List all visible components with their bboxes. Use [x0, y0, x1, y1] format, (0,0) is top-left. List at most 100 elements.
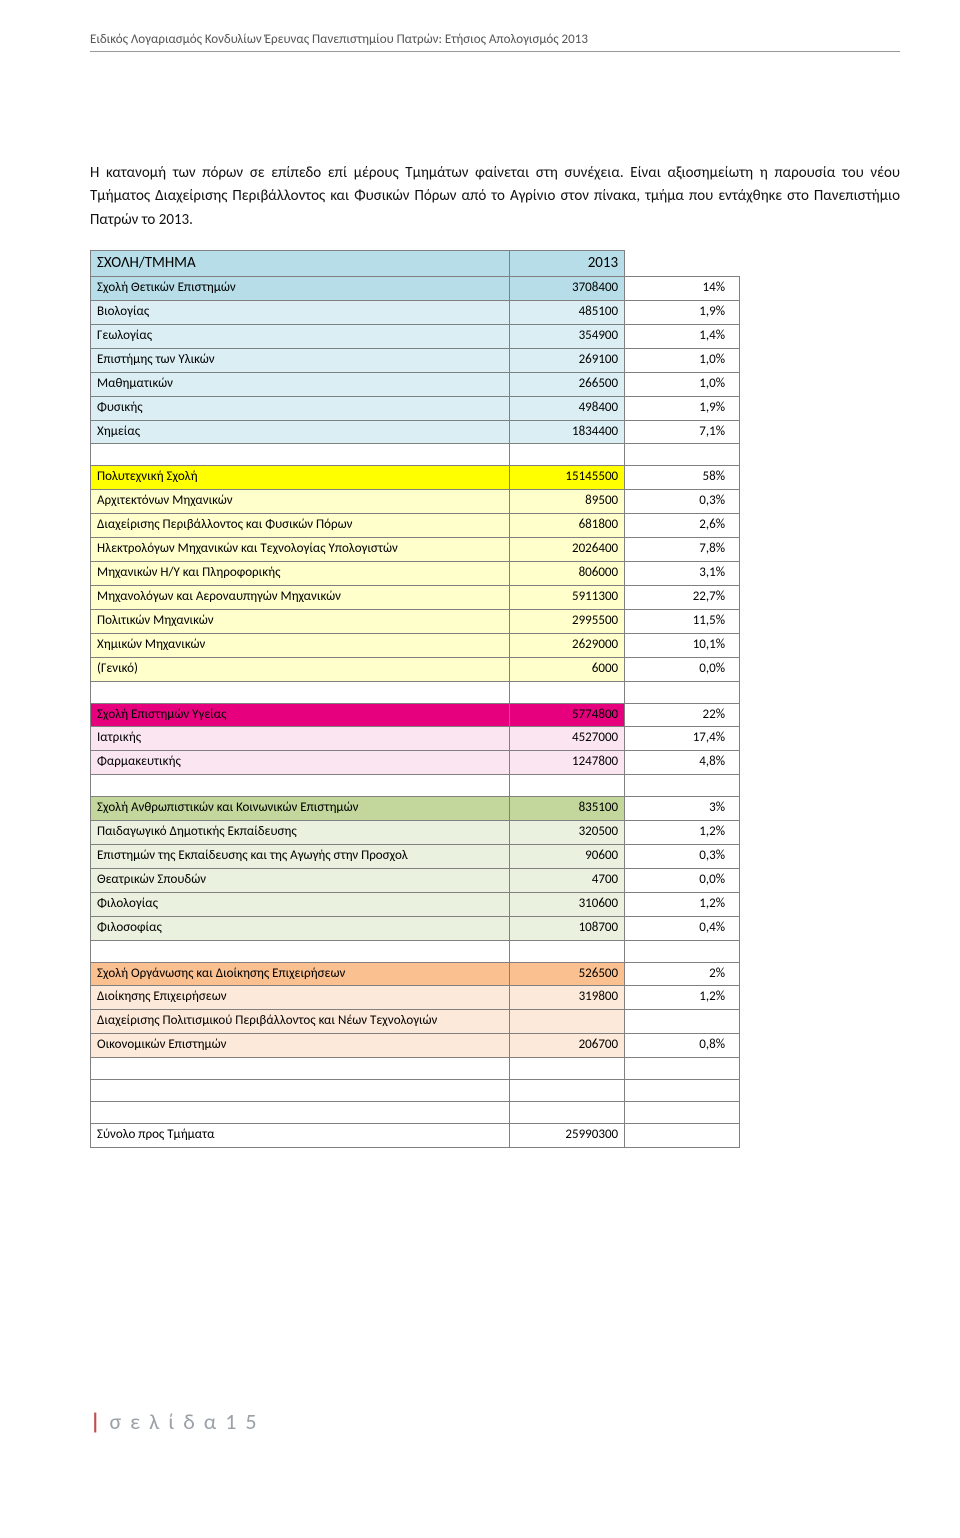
- table-cell: 2%: [625, 962, 740, 986]
- table-cell: 10,1%: [625, 633, 740, 657]
- blank-row: [91, 1058, 740, 1080]
- table-row: Αρχιτεκτόνων Μηχανικών895000,3%: [91, 490, 740, 514]
- table-row: Ιατρικής452700017,4%: [91, 727, 740, 751]
- table-cell: 1,9%: [625, 301, 740, 325]
- table-cell: [91, 940, 510, 962]
- table-cell: 320500: [510, 821, 625, 845]
- table-cell: [510, 444, 625, 466]
- table-cell: [91, 1102, 510, 1124]
- table-cell: Βιολογίας: [91, 301, 510, 325]
- table-cell: [625, 1058, 740, 1080]
- blank-row: [91, 1102, 740, 1124]
- table-row: Διαχείρισης Πολιτισμικού Περιβάλλοντος κ…: [91, 1010, 740, 1034]
- table-cell: Σχολή Ανθρωπιστικών και Κοινωνικών Επιστ…: [91, 797, 510, 821]
- table-cell: 269100: [510, 348, 625, 372]
- table-cell: 90600: [510, 844, 625, 868]
- table-cell: [625, 681, 740, 703]
- table-row: Διαχείρισης Περιβάλλοντος και Φυσικών Πό…: [91, 514, 740, 538]
- table-cell: [625, 1010, 740, 1034]
- table-cell: Διαχείρισης Πολιτισμικού Περιβάλλοντος κ…: [91, 1010, 510, 1034]
- table-cell: 0,3%: [625, 490, 740, 514]
- table-cell: Διαχείρισης Περιβάλλοντος και Φυσικών Πό…: [91, 514, 510, 538]
- table-cell: 0,3%: [625, 844, 740, 868]
- page-footer: | σ ε λ ί δ α 1 5: [90, 1408, 900, 1435]
- table-cell: 7,1%: [625, 420, 740, 444]
- table-cell: Ιατρικής: [91, 727, 510, 751]
- section-header-row: Σχολή Θετικών Επιστημών370840014%: [91, 277, 740, 301]
- table-cell: 89500: [510, 490, 625, 514]
- table-cell: Χημείας: [91, 420, 510, 444]
- table-cell: 5911300: [510, 585, 625, 609]
- document-header: Ειδικός Λογαριασμός Κονδυλίων Έρευνας Πα…: [90, 32, 900, 52]
- table-row: Επιστήμης των Υλικών2691001,0%: [91, 348, 740, 372]
- table-cell: 4700: [510, 868, 625, 892]
- table-cell: 11,5%: [625, 609, 740, 633]
- table-cell: Γεωλογίας: [91, 325, 510, 349]
- table-cell: Μηχανικών Η/Υ και Πληροφορικής: [91, 562, 510, 586]
- table-cell: 0,0%: [625, 657, 740, 681]
- table-cell: 835100: [510, 797, 625, 821]
- table-cell: Επιστημών της Εκπαίδευσης και της Αγωγής…: [91, 844, 510, 868]
- table-cell: 6000: [510, 657, 625, 681]
- table-cell: 108700: [510, 916, 625, 940]
- table-cell: 2,6%: [625, 514, 740, 538]
- table-row: Φαρμακευτικής12478004,8%: [91, 751, 740, 775]
- table-cell: 319800: [510, 986, 625, 1010]
- table-cell: 22,7%: [625, 585, 740, 609]
- table-cell: Φιλολογίας: [91, 892, 510, 916]
- table-cell: [625, 940, 740, 962]
- table-cell: Σχολή Θετικών Επιστημών: [91, 277, 510, 301]
- blank-row: [91, 940, 740, 962]
- table-cell: 25990300: [510, 1124, 625, 1148]
- table-cell: 1834400: [510, 420, 625, 444]
- table-cell: 3%: [625, 797, 740, 821]
- table-cell: 485100: [510, 301, 625, 325]
- table-cell: 206700: [510, 1034, 625, 1058]
- table-cell: [625, 1124, 740, 1148]
- main-table: ΣΧΟΛΗ/ΤΜΗΜΑ2013Σχολή Θετικών Επιστημών37…: [90, 250, 740, 1148]
- table-cell: [91, 1058, 510, 1080]
- blank-row: [91, 681, 740, 703]
- table-cell: [91, 775, 510, 797]
- table-cell: 1,0%: [625, 348, 740, 372]
- table-cell: 0,0%: [625, 868, 740, 892]
- table-cell: [510, 681, 625, 703]
- table-cell: [625, 775, 740, 797]
- table-cell: [510, 1010, 625, 1034]
- table-cell: 0,8%: [625, 1034, 740, 1058]
- table-cell: 4527000: [510, 727, 625, 751]
- table-cell: Φυσικής: [91, 396, 510, 420]
- table-row: Φιλοσοφίας1087000,4%: [91, 916, 740, 940]
- table-cell: Διοίκησης Επιχειρήσεων: [91, 986, 510, 1010]
- table-cell: 266500: [510, 372, 625, 396]
- table-cell: [510, 1080, 625, 1102]
- table-cell: Χημικών Μηχανικών: [91, 633, 510, 657]
- table-row: Θεατρικών Σπουδών47000,0%: [91, 868, 740, 892]
- section-header-row: Σχολή Επιστημών Υγείας577480022%: [91, 703, 740, 727]
- table-cell: Πολιτικών Μηχανικών: [91, 609, 510, 633]
- table-cell: 354900: [510, 325, 625, 349]
- table-cell: 1,2%: [625, 821, 740, 845]
- table-row: Φυσικής4984001,9%: [91, 396, 740, 420]
- table-cell: 3,1%: [625, 562, 740, 586]
- table-cell: 2013: [510, 250, 625, 277]
- section-header-row: Σχολή Ανθρωπιστικών και Κοινωνικών Επιστ…: [91, 797, 740, 821]
- table-cell: 1,2%: [625, 986, 740, 1010]
- table-header-row: ΣΧΟΛΗ/ΤΜΗΜΑ2013: [91, 250, 740, 277]
- table-cell: 1,0%: [625, 372, 740, 396]
- table-cell: Επιστήμης των Υλικών: [91, 348, 510, 372]
- table-row: Χημικών Μηχανικών262900010,1%: [91, 633, 740, 657]
- table-cell: 310600: [510, 892, 625, 916]
- table-cell: 15145500: [510, 466, 625, 490]
- table-cell: 22%: [625, 703, 740, 727]
- table-cell: 2629000: [510, 633, 625, 657]
- table-cell: (Γενικό): [91, 657, 510, 681]
- table-cell: [510, 775, 625, 797]
- table-cell: 2995500: [510, 609, 625, 633]
- table-row: Μηχανολόγων και Αεροναυπηγών Μηχανικών59…: [91, 585, 740, 609]
- table-row: Παιδαγωγικό Δημοτικής Εκπαίδευσης3205001…: [91, 821, 740, 845]
- table-row: Χημείας18344007,1%: [91, 420, 740, 444]
- table-row: Πολιτικών Μηχανικών299550011,5%: [91, 609, 740, 633]
- table-cell: 2026400: [510, 538, 625, 562]
- table-cell: 58%: [625, 466, 740, 490]
